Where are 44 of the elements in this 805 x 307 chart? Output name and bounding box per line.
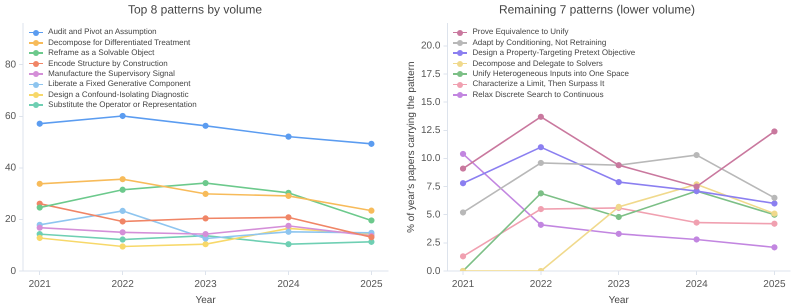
- x-tick-label: 2025: [763, 278, 786, 290]
- y-tick-label: 80: [5, 59, 17, 70]
- legend-label: Audit and Pivot an Assumption: [48, 27, 157, 38]
- legend-label: Design a Property-Targeting Pretext Objective: [472, 48, 636, 59]
- x-tick-label: 2024: [685, 278, 708, 290]
- legend-label: Decompose for Differentiated Treatment: [48, 38, 190, 48]
- y-tick-label: 10.0: [420, 153, 441, 164]
- y-tick-label: 20: [5, 214, 17, 226]
- legend-label: Relax Discrete Search to Continuous: [472, 90, 604, 100]
- y-tick-label: 5.0: [426, 209, 441, 220]
- y-tick-label: 2.5: [426, 238, 441, 249]
- y-tick-label: 40: [5, 162, 17, 174]
- chart-title: Top 8 patterns by volume: [128, 2, 262, 17]
- y-tick-label: 0.0: [426, 266, 441, 277]
- legend-label: Substitute the Operator or Representation: [48, 100, 197, 111]
- x-tick-label: 2023: [608, 278, 630, 290]
- x-tick-label: 2021: [28, 278, 52, 290]
- legend-label: Adapt by Conditioning, Not Retraining: [472, 38, 606, 48]
- y-tick-label: 17.5: [420, 68, 441, 80]
- legend-label: Encode Structure by Construction: [48, 58, 168, 70]
- legend-label: Unify Heterogeneous Inputs into One Space: [472, 69, 629, 80]
- legend-label: Decompose and Delegate to Solvers: [472, 58, 603, 70]
- x-tick-label: 2025: [360, 278, 383, 290]
- legend-label: Manufacture the Supervisory Signal: [48, 69, 175, 80]
- legend-label: Reframe as a Solvable Object: [48, 48, 154, 59]
- x-axis-title: Year: [195, 294, 216, 306]
- y-tick-label: 15.0: [420, 96, 441, 108]
- y-tick-label: 0: [10, 266, 17, 277]
- x-tick-label: 2022: [112, 278, 134, 290]
- y-tick-label: 7.5: [426, 181, 441, 192]
- x-tick-label: 2023: [194, 278, 218, 290]
- y-tick-label: 12.5: [420, 125, 441, 136]
- x-tick-label: 2021: [452, 278, 475, 290]
- legend-label: Characterize a Limit, Then Surpass It: [472, 79, 604, 90]
- y-tick-label: 60: [5, 111, 17, 122]
- legend-label: Design a Confound-Isolating Diagnostic: [48, 90, 189, 100]
- y-tick-label: 20.0: [420, 40, 441, 52]
- y-axis-title: % of year's papers carrying the pattern: [406, 61, 417, 233]
- x-tick-label: 2022: [530, 278, 552, 290]
- legend-label: Prove Equivalence to Unify: [472, 27, 569, 38]
- legend-label: Liberate a Fixed Generative Component: [48, 79, 190, 90]
- x-tick-label: 2024: [277, 278, 300, 290]
- x-axis-title: Year: [608, 294, 630, 306]
- chart-title: Remaining 7 patterns (lower volume): [498, 2, 696, 17]
